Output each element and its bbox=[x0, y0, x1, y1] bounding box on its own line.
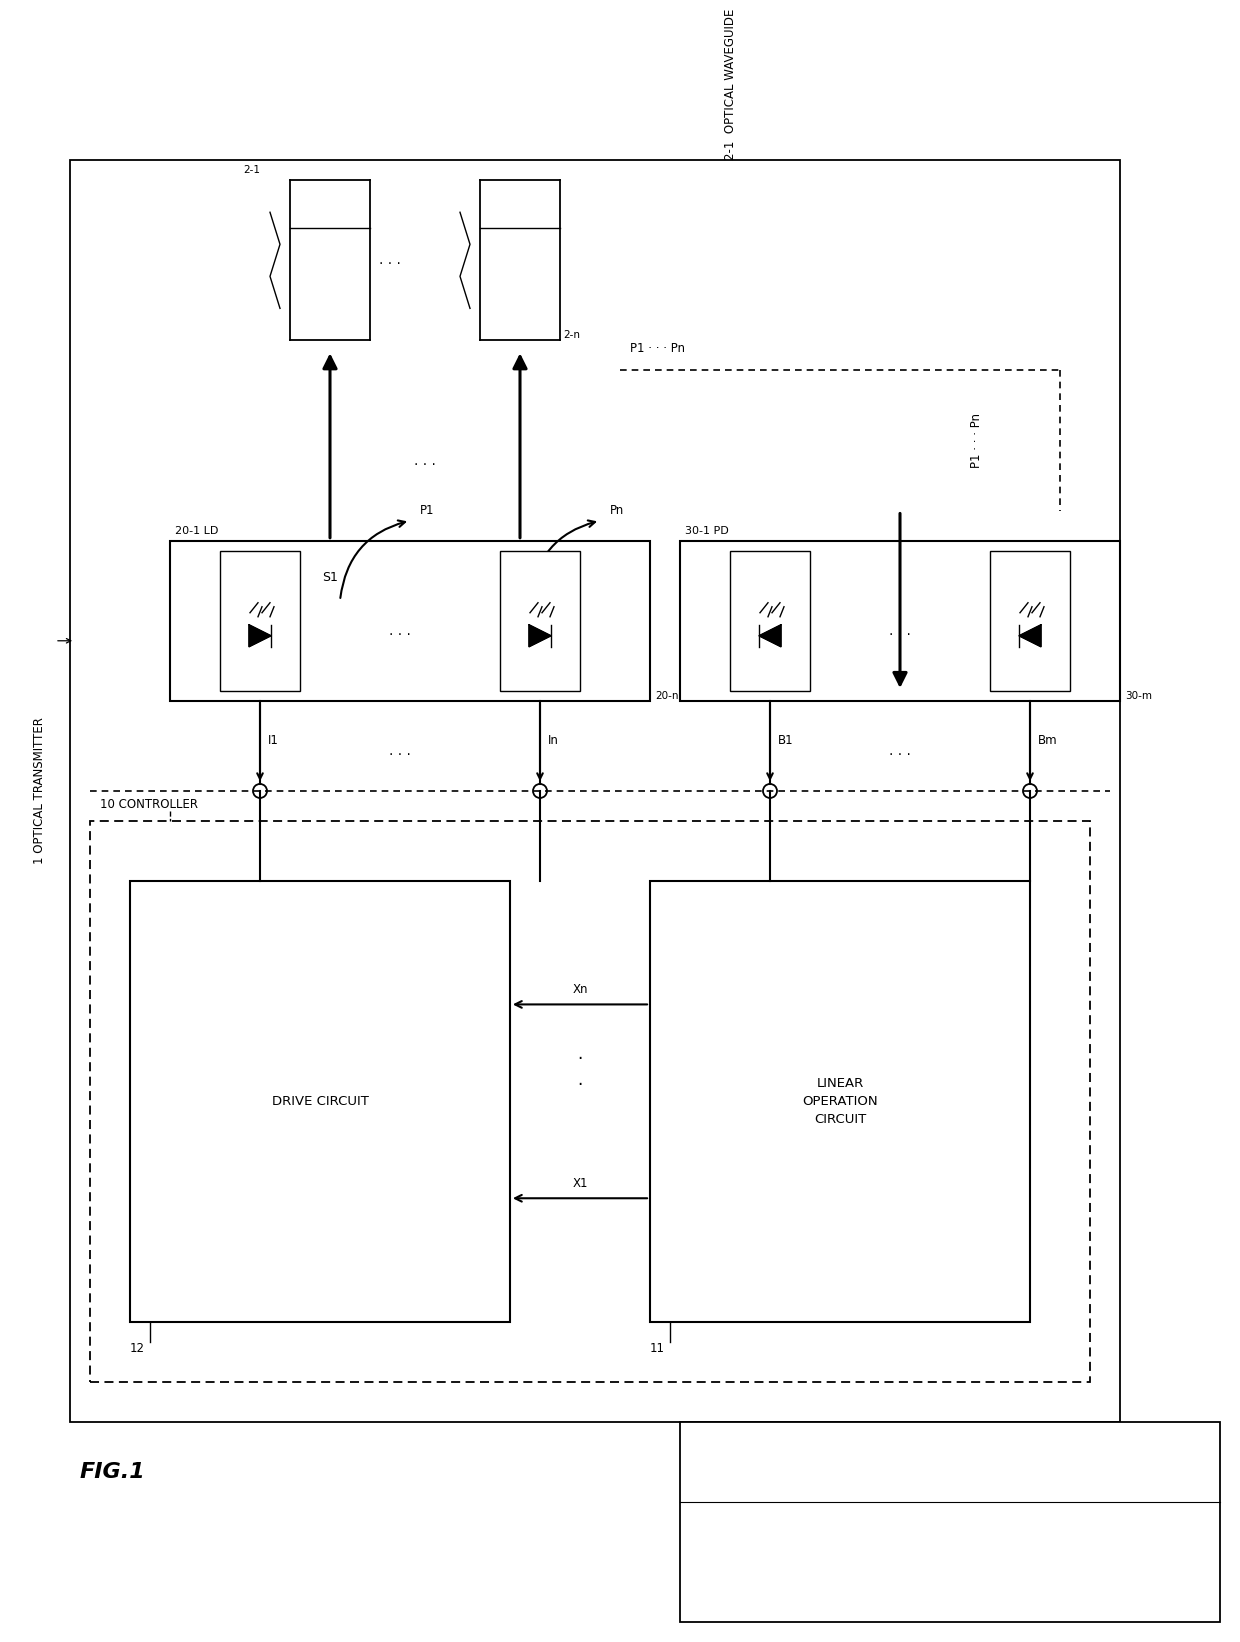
Bar bbox=[69, 161, 1120, 1422]
Text: S1: S1 bbox=[322, 571, 339, 583]
Polygon shape bbox=[529, 624, 551, 647]
Bar bbox=[170, 540, 650, 701]
Bar bbox=[680, 540, 1120, 701]
Bar bbox=[91, 821, 1090, 1381]
Text: 20-1 LD: 20-1 LD bbox=[175, 525, 218, 535]
Bar bbox=[680, 1422, 1220, 1622]
Polygon shape bbox=[759, 624, 781, 647]
Text: 30-1 PD: 30-1 PD bbox=[684, 525, 729, 535]
Text: 2-1  OPTICAL WAVEGUIDE: 2-1 OPTICAL WAVEGUIDE bbox=[723, 8, 737, 161]
Bar bbox=[130, 882, 510, 1322]
Text: P1: P1 bbox=[420, 504, 434, 517]
Text: Sn: Sn bbox=[512, 571, 528, 583]
Text: 12: 12 bbox=[130, 1342, 145, 1355]
Text: .: . bbox=[578, 1046, 583, 1064]
Text: Xn: Xn bbox=[572, 984, 588, 997]
Polygon shape bbox=[249, 624, 272, 647]
Text: B1: B1 bbox=[777, 734, 794, 747]
Text: .: . bbox=[578, 1071, 583, 1089]
Bar bbox=[650, 882, 1030, 1322]
Text: LINEAR
OPERATION
CIRCUIT: LINEAR OPERATION CIRCUIT bbox=[802, 1077, 878, 1126]
Bar bbox=[219, 550, 300, 691]
Text: 1 OPTICAL TRANSMITTER: 1 OPTICAL TRANSMITTER bbox=[33, 718, 47, 864]
Text: 2-1: 2-1 bbox=[243, 166, 260, 176]
Text: DRIVE CIRCUIT: DRIVE CIRCUIT bbox=[272, 1095, 368, 1108]
Text: 2-n: 2-n bbox=[563, 330, 580, 340]
Text: 30-m: 30-m bbox=[1125, 691, 1152, 701]
Text: I1~In: DIRECT CURRENT: I1~In: DIRECT CURRENT bbox=[689, 1566, 808, 1576]
Text: X1~Xn: OPTICAL OUTPUT MONITOR SIGNAL: X1~Xn: OPTICAL OUTPUT MONITOR SIGNAL bbox=[689, 1481, 903, 1493]
Bar bbox=[730, 550, 810, 691]
Text: . . .: . . . bbox=[889, 744, 911, 759]
Text: P1 · · · Pn: P1 · · · Pn bbox=[970, 414, 983, 468]
Text: 11: 11 bbox=[650, 1342, 665, 1355]
Text: X1: X1 bbox=[572, 1177, 588, 1190]
Text: . . .: . . . bbox=[389, 744, 410, 759]
Text: . . .: . . . bbox=[389, 624, 410, 637]
Text: Pn: Pn bbox=[610, 504, 624, 517]
Text: S1~Sn: SIGNAL LIGHT: S1~Sn: SIGNAL LIGHT bbox=[689, 1603, 797, 1612]
Text: 10 CONTROLLER: 10 CONTROLLER bbox=[100, 798, 198, 811]
Text: . . .: . . . bbox=[414, 453, 436, 468]
Bar bbox=[500, 550, 580, 691]
Bar bbox=[990, 550, 1070, 691]
Polygon shape bbox=[1019, 624, 1042, 647]
Text: In: In bbox=[548, 734, 559, 747]
Text: . . .: . . . bbox=[379, 253, 401, 268]
Text: . . .: . . . bbox=[889, 624, 911, 637]
Text: Bm: Bm bbox=[1038, 734, 1058, 747]
Text: P1~Pn: MONITOR LIGHT: P1~Pn: MONITOR LIGHT bbox=[689, 1442, 807, 1452]
Text: FIG.1: FIG.1 bbox=[81, 1461, 146, 1481]
Text: B1~Bm: PHOTOELECTRIC CONVERSION CURRENT: B1~Bm: PHOTOELECTRIC CONVERSION CURRENT bbox=[689, 1532, 934, 1542]
Text: P1 · · · Pn: P1 · · · Pn bbox=[630, 343, 684, 355]
Text: 20-n: 20-n bbox=[655, 691, 678, 701]
Text: I1: I1 bbox=[268, 734, 279, 747]
